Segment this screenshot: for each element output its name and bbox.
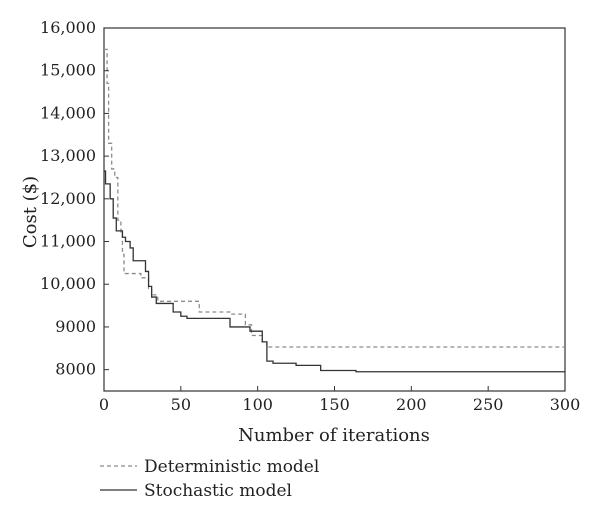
y-tick-label: 10,000 bbox=[40, 274, 96, 293]
y-tick-label: 16,000 bbox=[40, 18, 96, 37]
x-tick-label: 0 bbox=[99, 395, 109, 414]
series-lines bbox=[104, 48, 565, 373]
series-line-deterministic bbox=[104, 48, 565, 348]
x-tick-label: 50 bbox=[171, 395, 191, 414]
y-tick-label: 13,000 bbox=[40, 146, 96, 165]
plot-frame bbox=[103, 27, 566, 392]
y-tick-label: 11,000 bbox=[40, 232, 96, 251]
x-tick-label: 150 bbox=[319, 395, 350, 414]
y-tick-label: 8000 bbox=[55, 360, 96, 379]
x-tick-label: 250 bbox=[473, 395, 504, 414]
series-line-stochastic bbox=[104, 170, 565, 373]
plot-area bbox=[103, 27, 566, 392]
legend: Deterministic model Stochastic model bbox=[100, 457, 319, 501]
y-tick-label: 15,000 bbox=[40, 61, 96, 80]
y-tick-label: 12,000 bbox=[40, 189, 96, 208]
x-tick-label: 200 bbox=[396, 395, 427, 414]
y-axis-label: Cost ($) bbox=[20, 176, 41, 248]
y-tick-label: 9000 bbox=[55, 317, 96, 336]
legend-label-deterministic: Deterministic model bbox=[144, 457, 319, 477]
axes: 0 50 100 150 200 250 300 8000 9000 10,000 11,000 12… bbox=[40, 18, 580, 414]
x-tick-label: 100 bbox=[242, 395, 273, 414]
legend-label-stochastic: Stochastic model bbox=[144, 481, 292, 501]
y-tick-label: 14,000 bbox=[40, 103, 96, 122]
x-axis-label: Number of iterations bbox=[238, 425, 430, 446]
x-tick-label: 300 bbox=[550, 395, 581, 414]
